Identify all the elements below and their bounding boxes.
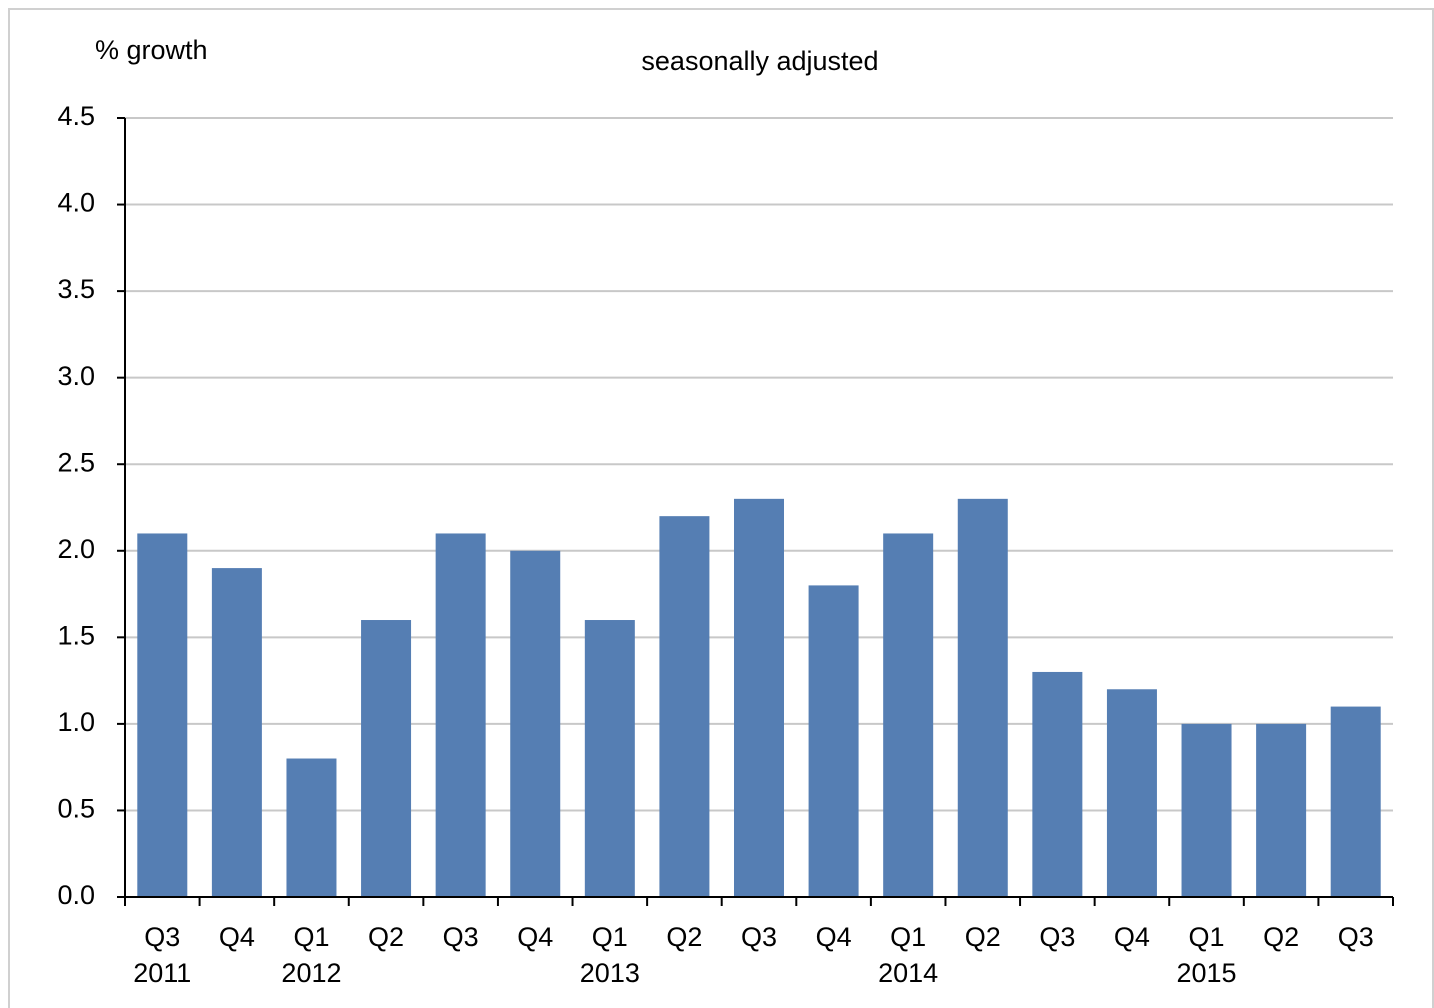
x-tick-label: Q4 (219, 922, 255, 952)
bar (808, 585, 859, 897)
x-tick-label: Q4 (1114, 922, 1150, 952)
x-tick-label: Q3 (1338, 922, 1374, 952)
x-tick-label: Q2 (1263, 922, 1299, 952)
x-tick-label: Q2 (965, 922, 1001, 952)
x-tick-label: Q1 (592, 922, 628, 952)
bar (1330, 706, 1381, 897)
bar (510, 550, 561, 897)
chart-subtitle: seasonally adjusted (641, 46, 878, 76)
x-tick-label: Q4 (816, 922, 852, 952)
bar (211, 568, 262, 897)
y-tick-label: 4.0 (57, 188, 95, 218)
bar (584, 620, 635, 897)
bar (883, 533, 934, 897)
x-year-label: 2015 (1176, 958, 1236, 988)
y-tick-label: 1.5 (57, 620, 95, 650)
y-tick-label: 0.0 (57, 880, 95, 910)
x-year-label: 2012 (281, 958, 341, 988)
bar (957, 498, 1008, 897)
y-tick-label: 2.5 (57, 447, 95, 477)
bar (1106, 689, 1157, 897)
bar (659, 516, 710, 897)
y-tick-label: 3.0 (57, 361, 95, 391)
x-tick-label: Q3 (443, 922, 479, 952)
x-year-label: 2011 (133, 958, 191, 988)
x-tick-label: Q3 (1039, 922, 1075, 952)
y-tick-label: 4.5 (57, 101, 95, 131)
y-tick-label: 3.5 (57, 274, 95, 304)
y-tick-label: 0.5 (57, 794, 95, 824)
y-tick-label: 2.0 (57, 534, 95, 564)
bar (1256, 723, 1307, 897)
x-tick-label: Q2 (666, 922, 702, 952)
y-axis-label: % growth (95, 35, 208, 65)
x-tick-label: Q3 (741, 922, 777, 952)
x-tick-label: Q2 (368, 922, 404, 952)
bar (361, 620, 412, 897)
x-year-label: 2013 (580, 958, 640, 988)
bar (734, 498, 784, 897)
x-year-label: 2014 (878, 958, 938, 988)
y-tick-label: 1.0 (57, 707, 95, 737)
bar (137, 533, 188, 897)
chart-frame (8, 8, 1434, 1008)
bar (286, 758, 337, 897)
x-tick-label: Q1 (293, 922, 329, 952)
bar (1181, 723, 1232, 897)
x-tick-label: Q4 (517, 922, 553, 952)
x-tick-label: Q3 (144, 922, 180, 952)
bar (435, 533, 486, 897)
x-tick-label: Q1 (1189, 922, 1225, 952)
bar (1032, 671, 1083, 897)
x-tick-label: Q1 (890, 922, 926, 952)
